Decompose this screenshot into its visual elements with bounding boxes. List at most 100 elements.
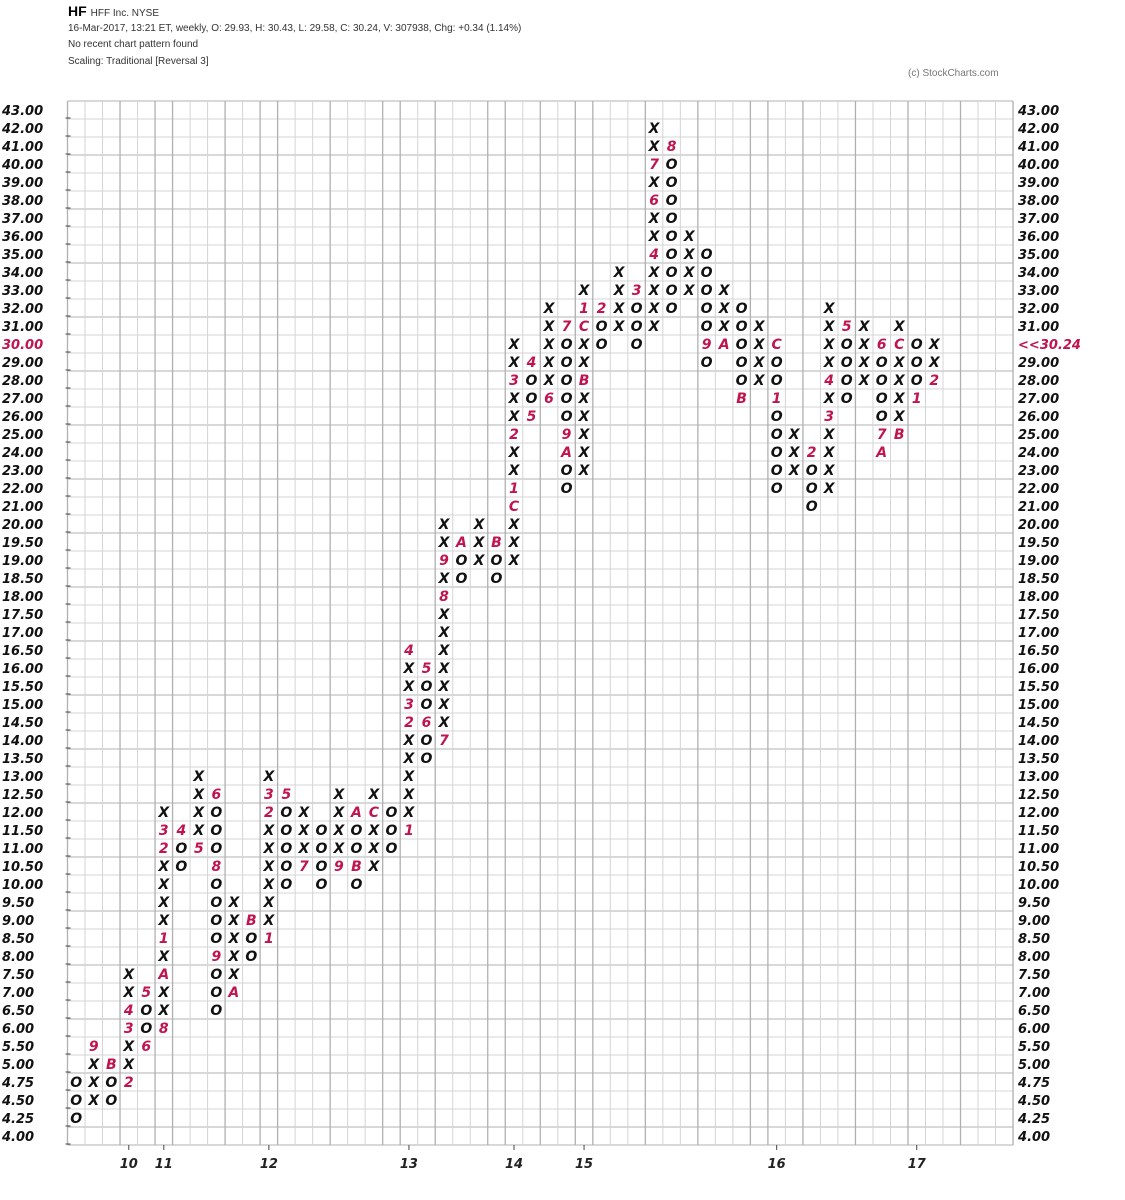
x-axis-label: 12 <box>260 1157 278 1172</box>
o-box: O <box>245 931 257 947</box>
y-axis-label-right: 22.00 <box>1018 482 1059 497</box>
month-marker: 1 <box>912 391 922 407</box>
y-axis-label-left: 27.00 <box>2 392 43 407</box>
month-marker: 3 <box>632 283 642 299</box>
month-marker: C <box>772 337 783 353</box>
y-axis-label-right: 20.00 <box>1018 518 1059 533</box>
month-marker: 6 <box>211 787 221 803</box>
y-axis-label-left: 35.00 <box>2 248 43 263</box>
y-axis-label-right: 6.00 <box>1018 1022 1050 1037</box>
y-axis-label-right: 13.00 <box>1018 770 1059 785</box>
x-box: X <box>157 1003 170 1019</box>
y-axis-label-right: 38.00 <box>1018 194 1059 209</box>
month-marker: 9 <box>702 337 712 353</box>
o-box: O <box>911 373 923 389</box>
o-box: O <box>210 1003 222 1019</box>
y-axis-label-left: 31.00 <box>2 320 43 335</box>
month-marker: A <box>455 535 467 551</box>
y-axis-label-left: 40.00 <box>1 158 43 173</box>
x-box: X <box>508 517 521 533</box>
y-axis-label-left: 38.00 <box>2 194 43 209</box>
o-box: O <box>771 463 783 479</box>
x-box: X <box>893 373 906 389</box>
x-box: X <box>543 337 556 353</box>
y-axis-label-right: 31.00 <box>1018 320 1059 335</box>
month-marker: 9 <box>211 949 221 965</box>
x-box: X <box>718 319 731 335</box>
o-box: O <box>561 355 573 371</box>
x-box: X <box>788 463 801 479</box>
x-box: X <box>578 445 591 461</box>
x-box: X <box>648 121 661 137</box>
x-box: X <box>753 337 766 353</box>
y-axis-label-left: 30.00 <box>2 338 43 353</box>
y-axis-label-right: 5.50 <box>1018 1040 1050 1055</box>
y-axis-label-right: 21.00 <box>1018 500 1059 515</box>
o-box: O <box>210 877 222 893</box>
o-box: O <box>666 175 678 191</box>
symbol-title: HF HFF Inc. NYSE <box>68 3 159 19</box>
x-box: X <box>823 445 836 461</box>
y-axis-label-left: 39.00 <box>2 176 43 191</box>
y-axis-label-left: 41.00 <box>1 140 43 155</box>
o-box: O <box>561 373 573 389</box>
x-box: X <box>473 553 486 569</box>
o-box: O <box>210 823 222 839</box>
x-box: X <box>508 535 521 551</box>
y-axis-label-right: 4.50 <box>1017 1094 1050 1109</box>
month-marker: 4 <box>123 1003 134 1019</box>
month-marker: 7 <box>562 319 572 335</box>
month-marker: 1 <box>264 931 274 947</box>
x-box: X <box>648 265 661 281</box>
x-box: X <box>403 679 416 695</box>
o-box: O <box>245 949 257 965</box>
y-axis-label-right: 28.00 <box>1018 374 1059 389</box>
o-box: O <box>561 481 573 497</box>
y-axis-label-right: 18.50 <box>1018 572 1059 587</box>
month-marker: 2 <box>929 373 939 389</box>
y-axis-label-left: 36.00 <box>2 230 43 245</box>
y-axis-label-left: 43.00 <box>1 104 43 119</box>
x-box: X <box>753 373 766 389</box>
x-box: X <box>403 733 416 749</box>
x-box: X <box>683 229 696 245</box>
x-box: X <box>648 283 661 299</box>
month-marker: 8 <box>211 859 221 875</box>
month-marker: 9 <box>562 427 572 443</box>
month-marker: B <box>351 859 362 875</box>
y-axis-label-right: 16.00 <box>1018 662 1059 677</box>
o-box: O <box>911 337 923 353</box>
month-marker: B <box>736 391 747 407</box>
o-box: O <box>806 499 818 515</box>
o-box: O <box>421 679 433 695</box>
o-box: O <box>666 247 678 263</box>
o-box: O <box>876 391 888 407</box>
x-box: X <box>718 283 731 299</box>
o-box: O <box>280 823 292 839</box>
x-box: X <box>543 373 556 389</box>
x-box: X <box>297 805 310 821</box>
y-axis-label-right: 12.00 <box>1018 806 1059 821</box>
pattern-line: No recent chart pattern found <box>68 39 199 50</box>
o-box: O <box>771 445 783 461</box>
y-axis-label-left: 23.00 <box>2 464 43 479</box>
x-box: X <box>122 967 135 983</box>
o-box: O <box>561 391 573 407</box>
x-box: X <box>333 787 346 803</box>
y-axis-label-left: 22.00 <box>2 482 43 497</box>
month-marker: 2 <box>404 715 414 731</box>
y-axis-label-right: 29.00 <box>1018 356 1059 371</box>
month-marker: 3 <box>264 787 274 803</box>
x-box: X <box>613 301 626 317</box>
month-marker: 3 <box>824 409 834 425</box>
x-box: X <box>613 283 626 299</box>
y-axis-label-left: 4.75 <box>1 1076 34 1091</box>
x-box: X <box>403 661 416 677</box>
o-box: O <box>280 841 292 857</box>
o-box: O <box>70 1075 82 1091</box>
o-box: O <box>175 859 187 875</box>
y-axis-label-right: 35.00 <box>1018 248 1059 263</box>
x-box: X <box>788 427 801 443</box>
x-box: X <box>262 823 275 839</box>
x-box: X <box>473 517 486 533</box>
